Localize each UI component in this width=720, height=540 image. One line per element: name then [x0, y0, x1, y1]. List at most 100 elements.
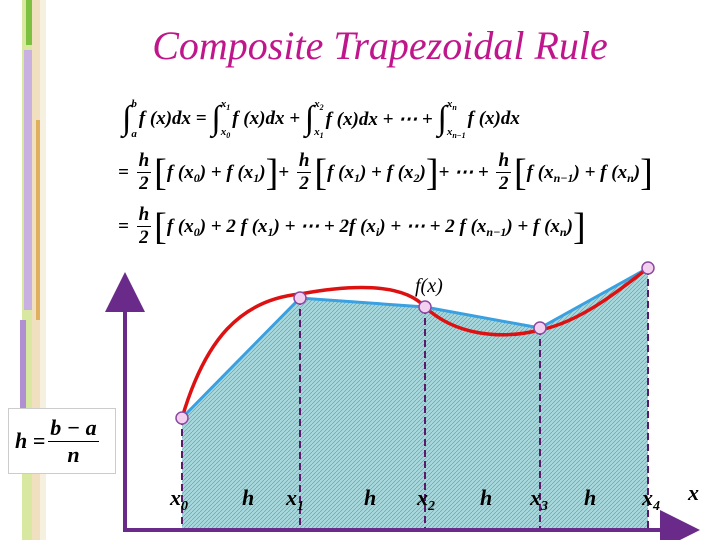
nodes — [175, 261, 655, 425]
lower-sub: 0 — [226, 131, 231, 140]
text: f (x)dx = — [138, 108, 212, 129]
subscript: n−1 — [486, 225, 507, 239]
text: ) — [633, 161, 641, 183]
text: ) + 2 f (x — [199, 215, 268, 237]
upper-sub: 2 — [319, 103, 324, 113]
integral: ∫ xn xn−1 — [438, 98, 466, 140]
upper-limit: x1 — [220, 98, 231, 113]
subscript: 1 — [353, 171, 360, 185]
text: ) + f (x — [199, 161, 254, 183]
x-labels: x0 h x1 h x2 h x3 h x4 — [169, 485, 660, 514]
text: f (x)dx + — [232, 108, 305, 129]
integral: ∫ b a — [122, 98, 137, 140]
lower-sub: n−1 — [452, 131, 466, 140]
bracket: [ — [314, 151, 328, 194]
subscript: 1 — [253, 171, 260, 185]
x-label: x2 — [416, 485, 435, 514]
x-label: x4 — [641, 485, 660, 514]
bracket: ] — [572, 205, 586, 248]
x-label-base: x — [529, 485, 541, 510]
x-label: x3 — [529, 485, 548, 514]
integral: ∫ x1 x0 — [211, 98, 230, 140]
upper-limit: b — [131, 98, 137, 110]
denominator: 2 — [139, 227, 149, 248]
text: ) + f (x — [573, 161, 628, 183]
subscript: i — [375, 225, 380, 239]
limits: x1 x0 — [221, 98, 231, 140]
text: ) + f (x — [359, 161, 414, 183]
text: + ⋯ + — [438, 162, 494, 183]
text: = — [118, 161, 134, 183]
text: f (x — [166, 161, 194, 183]
x-label-base: h — [480, 485, 492, 510]
bracket: ] — [640, 151, 653, 194]
limits: xn xn−1 — [447, 98, 466, 140]
numerator: h — [136, 204, 152, 227]
numerator: h — [296, 150, 312, 173]
x-label-sub: 4 — [652, 499, 660, 514]
subscript: 0 — [193, 171, 200, 185]
bracket: [ — [154, 151, 167, 194]
text: f (x — [526, 161, 554, 183]
x-label-sub: 1 — [297, 499, 304, 514]
numerator: h — [136, 150, 152, 173]
x-label-base: x — [416, 485, 428, 510]
subscript: 2 — [413, 171, 420, 185]
dividers — [181, 268, 649, 530]
denominator: 2 — [139, 173, 149, 194]
title: Composite Trapezoidal Rule — [152, 23, 608, 68]
text: f (x)dx + ⋯ + — [325, 108, 438, 130]
integral-sign: ∫ — [304, 100, 315, 137]
denominator: 2 — [299, 173, 309, 194]
x-label: h — [584, 485, 596, 510]
h-lhs: h = — [15, 428, 46, 453]
x-label-base: x — [641, 485, 653, 510]
function-label: f(x) — [415, 275, 443, 297]
text: ) — [419, 161, 426, 183]
x-label: x0 — [169, 485, 188, 514]
h-den: n — [67, 441, 80, 467]
subscript: 0 — [193, 225, 200, 239]
limits: x2 x1 — [314, 98, 324, 140]
decor-strip — [20, 0, 46, 540]
text: ) + f (x — [506, 215, 560, 237]
upper-limit: xn — [446, 98, 457, 113]
upper-sub: 1 — [226, 103, 231, 113]
lower-limit: xn−1 — [446, 125, 466, 140]
denominator: 2 — [498, 173, 509, 194]
text: ) + ⋯ + 2 f (x — [379, 216, 487, 237]
integral-sign: ∫ — [122, 100, 132, 137]
upper-sub: n — [452, 103, 457, 113]
axis-label: x — [687, 480, 699, 505]
text: f (x — [327, 161, 354, 183]
x-label-base: h — [364, 485, 376, 510]
x-label-base: x — [169, 485, 181, 510]
x-label: x1 — [285, 485, 304, 514]
h-num: b − a — [48, 414, 99, 442]
lower-limit: a — [131, 128, 137, 140]
text: ) — [259, 161, 266, 183]
x-label-sub: 2 — [427, 499, 435, 514]
x-label-base: h — [242, 485, 254, 510]
x-label: h — [364, 485, 376, 510]
x-label-base: x — [285, 485, 297, 510]
bracket: ] — [425, 151, 439, 194]
integral-sign: ∫ — [211, 100, 221, 137]
x-label: h — [480, 485, 492, 510]
subscript: n — [559, 225, 567, 239]
subscript: 1 — [267, 225, 274, 239]
bracket: ] — [265, 151, 279, 194]
x-label: h — [242, 485, 254, 510]
lower-limit: x0 — [220, 125, 231, 140]
text: ) — [566, 215, 573, 237]
x-label-sub: 0 — [181, 499, 188, 514]
subscript: n−1 — [553, 171, 574, 185]
text: f (x)dx — [467, 108, 520, 129]
x-label-sub: 3 — [540, 499, 548, 514]
